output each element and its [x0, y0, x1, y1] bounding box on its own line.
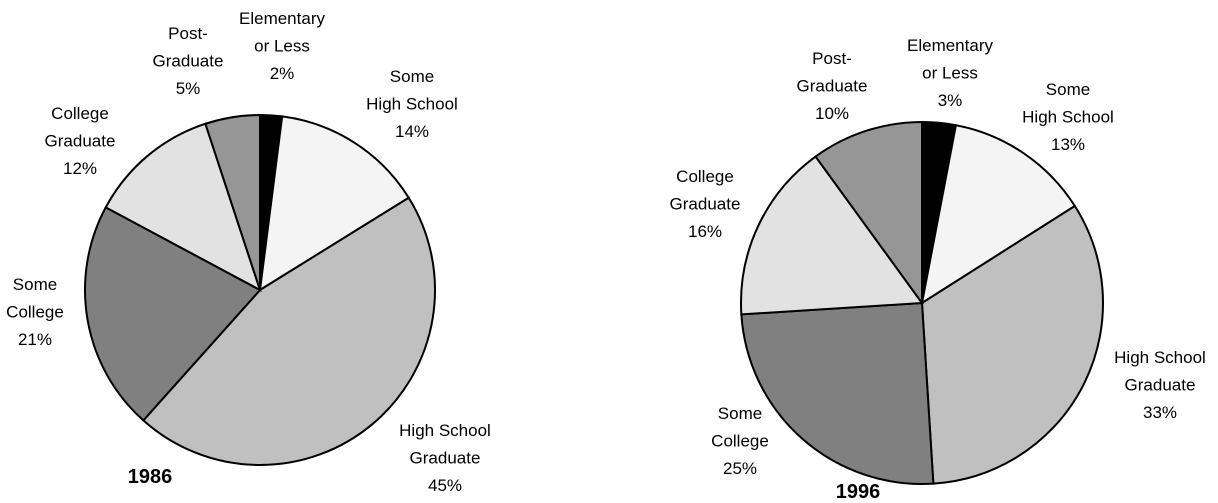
value-label: 12% — [63, 159, 97, 178]
pie-slice — [920, 124, 1077, 306]
slice-label: Post-Graduate — [797, 49, 868, 96]
slice-label: College Graduate — [670, 167, 741, 214]
pie-slice — [740, 301, 935, 485]
slice-label: High School Graduate — [1114, 348, 1206, 395]
slice-label: Elementary or Less — [907, 36, 993, 83]
slice-label: Post-Graduate — [153, 24, 224, 71]
pie-slice — [740, 155, 924, 316]
value-label: 10% — [815, 104, 849, 123]
value-label: 5% — [176, 79, 201, 98]
value-label: 13% — [1051, 135, 1085, 154]
slice-label: Elementary or Less — [239, 9, 325, 56]
pie-slice — [920, 204, 1104, 485]
value-label: 3% — [938, 91, 963, 110]
slice-label: Some College — [6, 275, 64, 322]
value-label: 33% — [1143, 403, 1177, 422]
value-label: 45% — [428, 476, 462, 495]
slice-label: Some High School — [366, 67, 458, 114]
pie-slice — [104, 122, 262, 293]
slice-label: High School Graduate — [399, 421, 491, 468]
pie-slice — [204, 113, 261, 291]
value-label: 21% — [18, 330, 52, 349]
slice-label: Some College — [711, 404, 769, 451]
value-label: 14% — [395, 122, 429, 141]
pie-slice — [814, 120, 923, 307]
pie-slice — [141, 196, 436, 466]
value-label: 16% — [688, 222, 722, 241]
pie-slice — [84, 205, 262, 422]
chart-title: 1986 — [128, 466, 173, 488]
value-label: 25% — [723, 459, 757, 478]
value-label: 2% — [270, 64, 295, 83]
chart-title: 1996 — [836, 481, 881, 503]
slice-label: College Graduate — [45, 104, 116, 151]
pie-slice — [258, 115, 411, 292]
slice-label: Some High School — [1022, 80, 1114, 127]
